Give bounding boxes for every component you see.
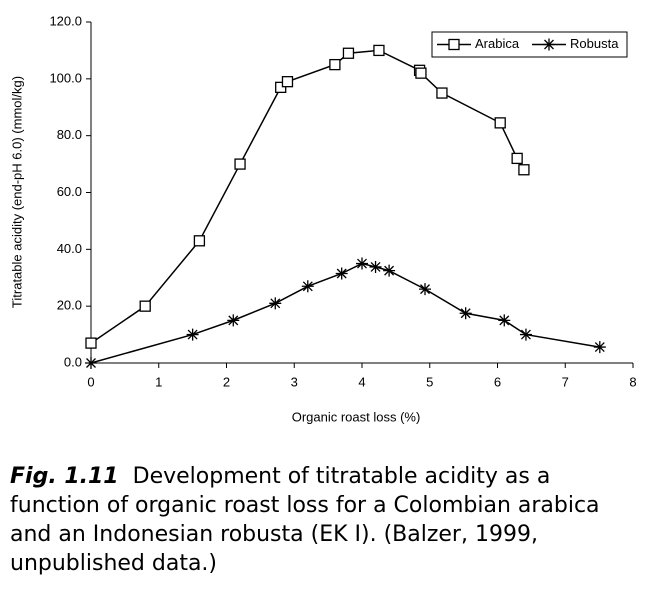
caption: Fig. 1.11 Development of titratable acidi… [10,462,610,578]
x-tick-label: 4 [358,374,365,389]
x-tick-label: 2 [223,374,230,389]
data-point [227,314,240,327]
data-point [593,341,606,354]
x-tick-label: 6 [494,374,501,389]
data-point [356,257,368,270]
x-tick-label: 3 [291,374,298,389]
data-point [275,81,287,94]
caption-text: Development of titratable acidity as a f… [10,464,600,576]
data-point [415,67,427,79]
legend-label: Robusta [570,36,619,51]
x-axis-label: Organic roast loss (%) [292,409,421,424]
data-point [383,264,396,277]
data-point [511,152,523,165]
series-line [90,262,600,364]
data-point [373,44,385,57]
data-point [436,87,448,99]
data-point [281,76,294,88]
data-point [301,280,314,293]
data-point [419,283,432,296]
data-point [335,267,348,280]
legend-marker [448,38,460,51]
y-tick-label: 100.0 [49,70,82,85]
series-line [90,49,525,344]
data-point [85,357,97,369]
data-point [342,47,355,59]
data-point [269,297,282,310]
data-point [186,328,199,341]
data-point [498,314,511,327]
data-point [329,58,341,71]
data-point [85,337,97,349]
data-point [193,235,206,247]
legend-marker [543,38,555,51]
data-point [234,158,246,170]
data-point [518,164,530,176]
data-point [369,260,382,273]
y-tick-label: 20.0 [57,298,82,313]
y-tick-label: 60.0 [57,184,82,199]
x-tick-label: 0 [87,374,94,389]
x-tick-label: 1 [155,374,162,389]
y-tick-label: 0.0 [64,354,82,369]
y-tick-label: 120.0 [49,13,82,28]
data-point [139,300,151,312]
data-point [519,328,532,341]
data-point [459,307,472,320]
y-tick-label: 80.0 [57,127,82,142]
x-tick-label: 7 [562,374,569,389]
x-tick-label: 8 [629,374,636,389]
legend-label: Arabica [475,36,520,51]
y-axis-label: Titratable acidity (end-pH 6.0) (mmol/kg… [9,76,24,308]
chart: Organic roast loss (%) Titratable acidit… [9,13,636,424]
x-tick-label: 5 [426,374,433,389]
data-point [494,117,506,129]
caption-label: Fig. 1.11 [10,464,119,489]
y-tick-label: 40.0 [57,241,82,256]
